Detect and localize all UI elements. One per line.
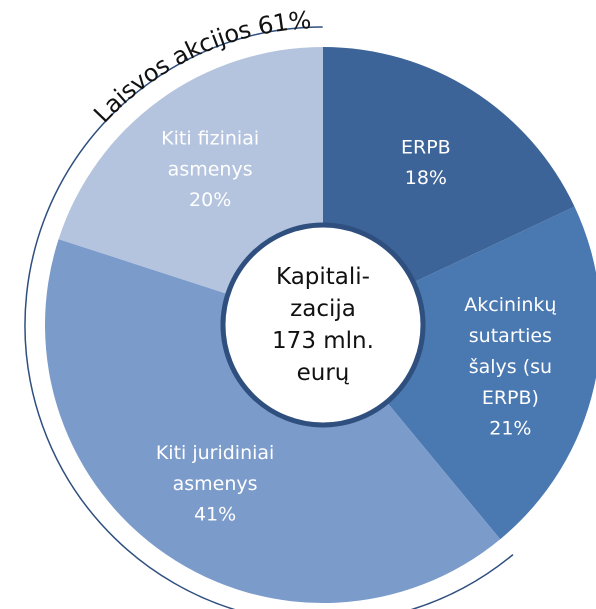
label-line: Akcininkų <box>464 293 556 315</box>
label-line: asmenys <box>168 158 253 180</box>
label-line: šalys (su <box>469 355 552 377</box>
label: ERPB <box>401 136 451 158</box>
label-line: eurų <box>297 360 350 386</box>
label: Kiti juridiniai asmenys <box>156 441 275 494</box>
label-line: Kapitali- <box>276 264 370 290</box>
slice <box>44 239 501 604</box>
value-label: 21% <box>489 417 531 439</box>
label-line: Kiti juridiniai <box>156 441 275 463</box>
label: Kiti fiziniai asmenys <box>161 127 259 180</box>
label-line: asmenys <box>173 472 258 494</box>
slice <box>323 206 596 540</box>
center-circle <box>220 222 426 428</box>
label-line: 173 mln. <box>272 328 374 354</box>
label-line: zacija <box>290 296 356 322</box>
label: Akcininkų sutarties šalys (su ERPB) <box>464 293 556 408</box>
value-label: 41% <box>194 503 236 525</box>
label-line: Kiti fiziniai <box>161 127 259 149</box>
value-label: 18% <box>405 167 447 189</box>
label-line: ERPB <box>401 136 451 158</box>
label-line: ERPB) <box>482 386 539 408</box>
label: Kapitali-zacija 173 mln. eurų <box>272 264 374 386</box>
value-label: 20% <box>189 189 231 211</box>
label-line: sutarties <box>469 324 552 346</box>
free-float-arc <box>24 26 514 609</box>
